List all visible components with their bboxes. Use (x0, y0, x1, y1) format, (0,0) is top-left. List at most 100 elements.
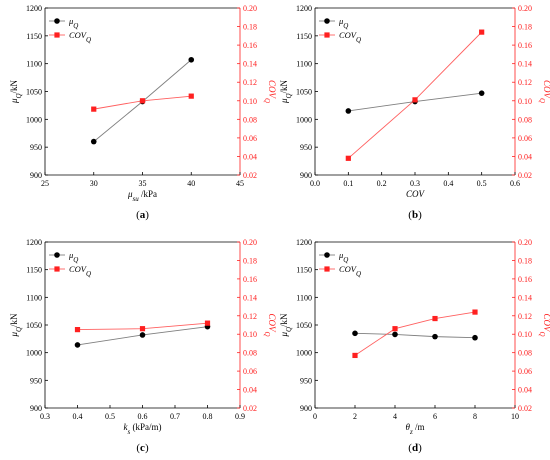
cov-q-point (188, 93, 194, 99)
y-right-tick-label: 0.04 (243, 386, 257, 395)
mu-q-series-line (354, 332, 476, 339)
x-tick-label: 0.6 (138, 412, 148, 421)
mu-q-point (472, 334, 478, 341)
y-left-tick-label: 1200 (26, 4, 42, 13)
x-tick-label: 0.5 (105, 412, 115, 421)
y-right-tick-label: 0.16 (243, 275, 257, 284)
y-right-tick-label: 0.16 (518, 275, 532, 284)
y-left-tick-label: 1050 (296, 321, 312, 330)
panel-label: (c) (136, 442, 149, 454)
y-right-tick-label: 0.18 (518, 256, 532, 265)
legend-marker-square (54, 266, 60, 272)
cov-q-point (204, 320, 211, 326)
y-left-tick-label: 1150 (26, 266, 42, 275)
legend-label: μQ (338, 250, 348, 264)
x-tick-label: 8 (473, 412, 477, 421)
y-right-tick-label: 0.12 (518, 78, 532, 87)
y-left-tick-label: 1100 (296, 60, 312, 69)
y-right-tick-label: 0.10 (518, 330, 532, 339)
x-tick-label: 0 (313, 412, 317, 421)
x-axis-label: μsu /kPa (127, 189, 157, 203)
y-right-tick-label: 0.18 (243, 256, 257, 265)
mu-q-point (188, 56, 195, 63)
mu-q-point (352, 330, 358, 337)
y-left-axis-label: μQ/kN (9, 79, 23, 104)
x-tick-label: 0.1 (343, 179, 353, 188)
legend-label: μQ (68, 250, 78, 264)
x-tick-label: 0.0 (310, 179, 320, 188)
y-right-tick-label: 0.16 (518, 41, 532, 50)
x-axis-label: θz /m (406, 422, 425, 436)
legend-label: μQ (68, 16, 78, 30)
legend-label: COVQ (339, 264, 361, 278)
y-right-tick-label: 0.14 (243, 293, 257, 302)
x-tick-label: 0.3 (40, 412, 50, 421)
mu-q-point (392, 331, 398, 338)
y-right-axis-label: COVQ (263, 313, 277, 336)
y-left-axis-label: μQ/kN (9, 313, 23, 338)
y-left-axis-label: μQ/kN (279, 79, 293, 104)
y-right-tick-label: 0.14 (518, 293, 532, 302)
y-left-tick-label: 900 (300, 404, 312, 413)
cov-q-point (139, 326, 146, 332)
y-left-tick-label: 1200 (26, 238, 42, 247)
cov-q-point (392, 326, 398, 332)
x-tick-label: 0.4 (73, 412, 83, 421)
y-right-tick-label: 0.12 (518, 312, 532, 321)
y-right-tick-label: 0.02 (518, 171, 532, 180)
x-tick-label: 4 (393, 412, 397, 421)
x-axis-label: ks (kPa/m) (124, 422, 162, 436)
y-right-tick-label: 0.08 (518, 115, 532, 124)
mu-q-point (432, 333, 438, 340)
x-tick-label: 0.6 (510, 179, 520, 188)
y-left-tick-label: 1100 (296, 293, 312, 302)
y-right-tick-label: 0.14 (243, 60, 257, 69)
mu-q-point (90, 138, 97, 145)
cov-q-point (139, 98, 146, 104)
y-left-tick-label: 1200 (296, 4, 312, 13)
x-tick-label: 0.8 (203, 412, 213, 421)
y-right-tick-label: 0.10 (518, 97, 532, 106)
cov-q-point (345, 155, 351, 161)
y-left-tick-label: 1050 (296, 88, 312, 97)
y-right-tick-label: 0.04 (518, 152, 532, 161)
y-left-tick-label: 1050 (26, 88, 42, 97)
x-tick-label: 10 (511, 412, 519, 421)
cov-q-series-line (348, 31, 482, 159)
y-left-tick-label: 950 (30, 143, 42, 152)
legend-marker-circle (54, 252, 60, 258)
cov-q-point (74, 327, 81, 333)
y-left-tick-label: 950 (300, 143, 312, 152)
y-left-tick-label: 1150 (296, 32, 312, 41)
legend-label: COVQ (339, 30, 361, 44)
x-tick-label: 45 (236, 179, 244, 188)
chart-panel-3: 0.3 0.4 0.5 0.6 0.7 0.8 0.9 900 950 1000 1050 1100 1… (9, 238, 277, 454)
y-right-tick-label: 0.12 (243, 312, 257, 321)
y-left-tick-label: 900 (30, 171, 42, 180)
y-left-tick-label: 1000 (296, 115, 312, 124)
panel-label: (d) (408, 442, 422, 454)
mu-q-point (74, 342, 81, 348)
x-tick-label: 2 (353, 412, 357, 421)
x-tick-label: 0.3 (410, 179, 420, 188)
y-right-tick-label: 0.20 (518, 238, 532, 247)
x-tick-label: 35 (139, 179, 147, 188)
x-axis-label: COV (406, 189, 426, 199)
y-right-tick-label: 0.06 (243, 367, 257, 376)
x-tick-label: 30 (90, 179, 98, 188)
y-right-tick-label: 0.02 (243, 171, 257, 180)
y-right-tick-label: 0.02 (243, 404, 257, 413)
cov-q-series-line (354, 311, 476, 356)
y-left-tick-label: 1100 (26, 60, 42, 69)
cov-q-point (412, 97, 418, 103)
y-left-tick-label: 900 (300, 171, 312, 180)
x-tick-label: 0.5 (477, 179, 487, 188)
y-left-tick-label: 1000 (296, 349, 312, 358)
x-tick-label: 25 (41, 179, 49, 188)
y-right-axis-label: COVQ (263, 80, 277, 103)
x-tick-label: 40 (187, 179, 195, 188)
legend-marker-circle (324, 18, 330, 24)
y-left-tick-label: 1050 (26, 321, 42, 330)
y-right-tick-label: 0.04 (518, 386, 532, 395)
chart-panel-1: 25 30 35 40 45 900 950 1000 1050 1100 1150 1200 0.02… (9, 4, 277, 221)
